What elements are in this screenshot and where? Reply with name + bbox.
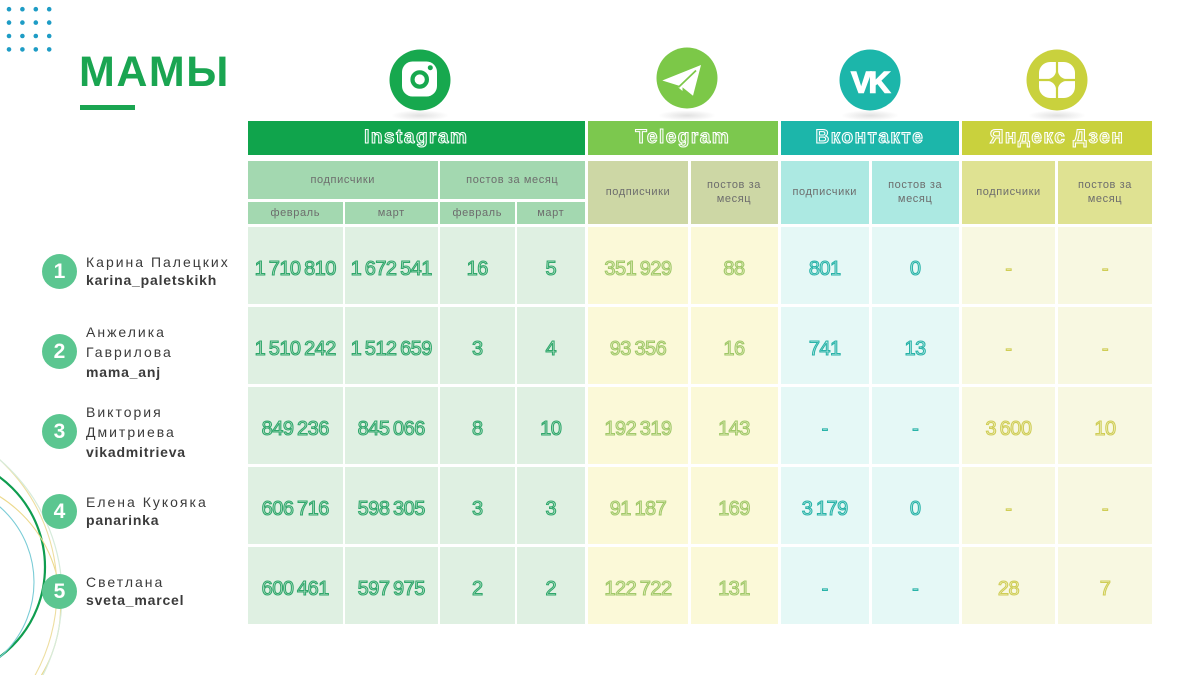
svg-text:VK: VK — [851, 67, 891, 100]
